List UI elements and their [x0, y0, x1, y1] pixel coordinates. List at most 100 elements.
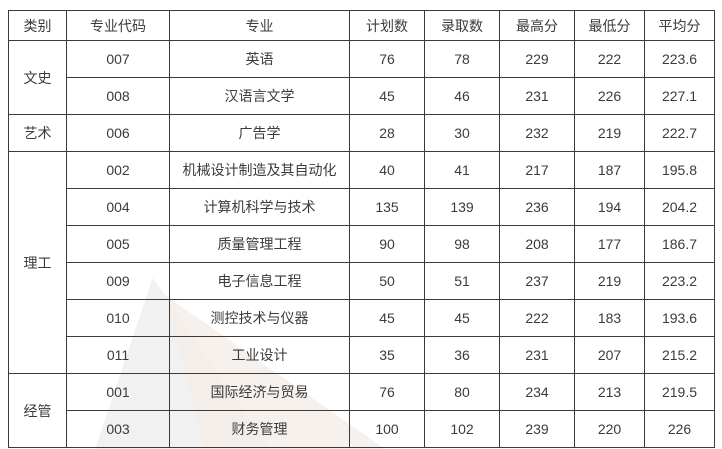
table-row: 理工 002 机械设计制造及其自动化 40 41 217 187 195.8: [8, 151, 715, 374]
header-cell-average-score: 平均分: [644, 10, 715, 41]
planned-count-cell: 45: [349, 299, 425, 337]
header-cell-major-code: 专业代码: [66, 10, 170, 41]
code-cell: 004: [66, 188, 170, 226]
planned-count-cell: 76: [349, 40, 425, 78]
admitted-count-cell: 41: [424, 151, 500, 189]
code-cell: 009: [66, 262, 170, 300]
code-cell: 002: [66, 151, 170, 189]
highest-score-cell: 234: [499, 373, 575, 411]
lowest-score-cell: 219: [574, 114, 645, 152]
category-cell: 经管: [8, 373, 67, 448]
admitted-count-cell: 102: [424, 410, 500, 448]
table-row: 008 汉语言文学 45 46 231 226 227.1: [9, 77, 715, 115]
table-body: 文史 007 英语 76 78 229 222 223.6 008 汉语言文学 45 46 231 226…: [8, 40, 715, 448]
highest-score-cell: 232: [499, 114, 575, 152]
planned-count-cell: 135: [349, 188, 425, 226]
highest-score-cell: 231: [499, 77, 575, 115]
major-cell: 广告学: [169, 114, 350, 152]
header-row: 类别 专业代码 专业 计划数 录取数 最高分 最低分 平均分: [8, 10, 715, 41]
table-row: 003 财务管理 100 102 239 220 226: [9, 410, 715, 448]
category-cell: 文史: [8, 40, 67, 115]
table-row: 文史 007 英语 76 78 229 222 223.6: [8, 40, 715, 115]
code-cell: 003: [66, 410, 170, 448]
lowest-score-cell: 219: [574, 262, 645, 300]
planned-count-cell: 28: [349, 114, 425, 152]
category-cell: 理工: [8, 151, 67, 374]
lowest-score-cell: 207: [574, 336, 645, 374]
lowest-score-cell: 194: [574, 188, 645, 226]
header-cell-lowest-score: 最低分: [574, 10, 645, 41]
average-score-cell: 193.6: [644, 299, 715, 337]
lowest-score-cell: 213: [574, 373, 645, 411]
highest-score-cell: 208: [499, 225, 575, 263]
planned-count-cell: 35: [349, 336, 425, 374]
code-cell: 006: [66, 114, 170, 152]
planned-count-cell: 100: [349, 410, 425, 448]
major-cell: 计算机科学与技术: [169, 188, 350, 226]
planned-count-cell: 45: [349, 77, 425, 115]
lowest-score-cell: 187: [574, 151, 645, 189]
admitted-count-cell: 45: [424, 299, 500, 337]
average-score-cell: 204.2: [644, 188, 715, 226]
table-row: 009 电子信息工程 50 51 237 219 223.2: [9, 262, 715, 300]
code-cell: 010: [66, 299, 170, 337]
average-score-cell: 226: [644, 410, 715, 448]
code-cell: 011: [66, 336, 170, 374]
header-cell-highest-score: 最高分: [499, 10, 575, 41]
major-cell: 测控技术与仪器: [169, 299, 350, 337]
code-cell: 001: [66, 373, 170, 411]
header-cell-admitted-count: 录取数: [424, 10, 500, 41]
planned-count-cell: 50: [349, 262, 425, 300]
code-cell: 007: [66, 40, 170, 78]
average-score-cell: 227.1: [644, 77, 715, 115]
table-row: 010 测控技术与仪器 45 45 222 183 193.6: [9, 299, 715, 337]
lowest-score-cell: 177: [574, 225, 645, 263]
admitted-count-cell: 36: [424, 336, 500, 374]
table-row: 011 工业设计 35 36 231 207 215.2: [9, 336, 715, 374]
highest-score-cell: 239: [499, 410, 575, 448]
header-cell-major: 专业: [169, 10, 350, 41]
admitted-count-cell: 78: [424, 40, 500, 78]
lowest-score-cell: 183: [574, 299, 645, 337]
highest-score-cell: 229: [499, 40, 575, 78]
header-cell-category: 类别: [8, 10, 67, 41]
highest-score-cell: 231: [499, 336, 575, 374]
admitted-count-cell: 139: [424, 188, 500, 226]
highest-score-cell: 236: [499, 188, 575, 226]
highest-score-cell: 237: [499, 262, 575, 300]
major-cell: 机械设计制造及其自动化: [169, 151, 350, 189]
admitted-count-cell: 30: [424, 114, 500, 152]
average-score-cell: 222.7: [644, 114, 715, 152]
planned-count-cell: 90: [349, 225, 425, 263]
average-score-cell: 219.5: [644, 373, 715, 411]
lowest-score-cell: 222: [574, 40, 645, 78]
average-score-cell: 195.8: [644, 151, 715, 189]
table-row: 经管 001 国际经济与贸易 76 80 234 213 219.5: [8, 373, 715, 448]
category-cell: 艺术: [8, 114, 67, 152]
code-cell: 005: [66, 225, 170, 263]
admitted-count-cell: 80: [424, 373, 500, 411]
major-cell: 工业设计: [169, 336, 350, 374]
average-score-cell: 223.6: [644, 40, 715, 78]
planned-count-cell: 76: [349, 373, 425, 411]
highest-score-cell: 217: [499, 151, 575, 189]
major-cell: 英语: [169, 40, 350, 78]
lowest-score-cell: 220: [574, 410, 645, 448]
highest-score-cell: 222: [499, 299, 575, 337]
major-cell: 财务管理: [169, 410, 350, 448]
average-score-cell: 186.7: [644, 225, 715, 263]
admitted-count-cell: 98: [424, 225, 500, 263]
table-row: 005 质量管理工程 90 98 208 177 186.7: [9, 225, 715, 263]
average-score-cell: 215.2: [644, 336, 715, 374]
major-cell: 质量管理工程: [169, 225, 350, 263]
admitted-count-cell: 51: [424, 262, 500, 300]
admitted-count-cell: 46: [424, 77, 500, 115]
code-cell: 008: [66, 77, 170, 115]
average-score-cell: 223.2: [644, 262, 715, 300]
planned-count-cell: 40: [349, 151, 425, 189]
table-header: 类别 专业代码 专业 计划数 录取数 最高分 最低分 平均分: [8, 10, 715, 41]
table-row: 004 计算机科学与技术 135 139 236 194 204.2: [9, 188, 715, 226]
major-cell: 电子信息工程: [169, 262, 350, 300]
admission-score-table: 类别 专业代码 专业 计划数 录取数 最高分 最低分 平均分 文史 007 英语 76…: [8, 10, 715, 448]
major-cell: 国际经济与贸易: [169, 373, 350, 411]
